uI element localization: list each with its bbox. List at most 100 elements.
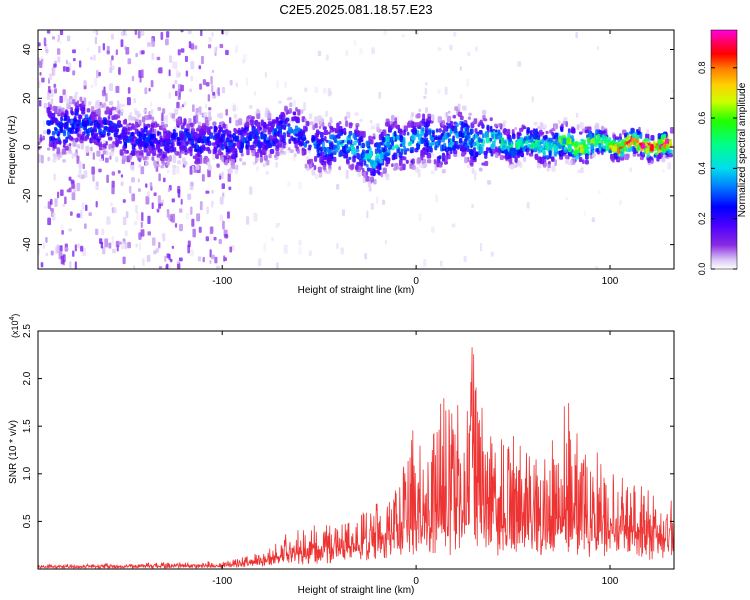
spectrogram-point <box>180 84 184 92</box>
spectrogram-point <box>461 151 466 157</box>
spectrogram-point <box>240 141 244 149</box>
spectrogram-point <box>75 127 79 134</box>
spectrogram-point <box>611 139 615 146</box>
spectrogram-point <box>399 135 404 143</box>
spectrogram-point <box>128 115 133 121</box>
spectrogram-point <box>500 137 504 145</box>
spectrogram-point <box>365 176 370 182</box>
spectrogram-point <box>303 102 306 111</box>
spectrogram-point <box>571 128 576 134</box>
spectrogram-frame <box>37 29 675 270</box>
spectrogram-point <box>59 95 63 104</box>
spectrogram-point <box>196 213 201 222</box>
snr-x-label: Height of straight line (km) <box>298 585 415 596</box>
spectrogram-point <box>370 126 375 130</box>
spectrogram-point <box>171 245 175 249</box>
spectrogram-point <box>522 156 527 162</box>
colorbar-tick-label: 0.0 <box>697 263 707 276</box>
spectrogram-point <box>279 152 283 156</box>
spectrogram-point <box>65 136 69 143</box>
spectrogram-point <box>364 253 368 260</box>
spectrogram-point <box>457 111 463 117</box>
spectrogram-point <box>172 164 177 169</box>
spectrogram-point <box>491 133 494 140</box>
spectrogram-point <box>544 134 548 139</box>
spectrogram-point <box>42 120 46 127</box>
spectrogram-point <box>381 137 385 143</box>
spectrogram-point <box>314 123 318 129</box>
spectrogram-point <box>610 154 615 162</box>
spectrogram-point <box>345 120 349 127</box>
spectrogram-point <box>449 129 453 135</box>
spectrogram-point <box>247 136 252 142</box>
spectrogram-point <box>185 70 189 77</box>
spectrogram-point <box>336 243 339 249</box>
spectrogram-point <box>378 163 382 168</box>
spectrogram-point <box>209 249 212 258</box>
spectrogram-point <box>366 210 369 219</box>
spectrogram-point <box>420 137 425 144</box>
spectrogram-point <box>43 130 47 135</box>
spectrogram-point <box>308 250 312 256</box>
spectrogram-point <box>361 151 365 159</box>
spectrogram-point <box>180 48 185 53</box>
spectrogram-point <box>471 203 474 209</box>
spectrogram-point <box>56 48 61 55</box>
spectrogram-point <box>255 122 260 127</box>
spectrogram-point <box>122 256 126 265</box>
spectrogram-point <box>507 128 511 135</box>
spectrogram-point <box>152 237 156 246</box>
spectrogram-point <box>336 133 341 139</box>
spectrogram-point <box>103 102 107 107</box>
spectrogram-point <box>180 134 184 141</box>
spectrogram-point <box>410 121 415 126</box>
spectrogram-point <box>66 35 71 42</box>
spectrogram-point <box>491 148 496 154</box>
spectrogram-point <box>485 147 489 154</box>
spectrogram-point <box>221 86 226 94</box>
spectrogram-point <box>80 143 84 150</box>
spectrogram-point <box>115 138 120 143</box>
spectrogram-point <box>578 144 583 148</box>
spectrogram-point <box>81 100 85 107</box>
spectrogram-point <box>319 132 324 138</box>
spectrogram-point <box>615 136 619 140</box>
spectrogram-point <box>567 136 571 143</box>
spectrogram-point <box>264 71 267 78</box>
spectrogram-point <box>108 219 111 225</box>
spectrogram-point <box>671 89 674 93</box>
spectrogram-point <box>79 60 82 68</box>
spectrogram-point <box>490 143 495 149</box>
spectrogram-point <box>438 128 442 133</box>
spectrogram-point <box>253 91 257 96</box>
spectrogram-point <box>396 165 400 170</box>
spectrogram-point <box>260 119 264 127</box>
spectrogram-point <box>466 78 470 88</box>
spectrogram-point <box>327 155 332 162</box>
spectrogram-point <box>430 136 435 141</box>
spectrogram-point <box>207 44 212 49</box>
spectrogram-point <box>617 139 621 143</box>
spectrogram-point <box>209 260 212 264</box>
y-tick-label: 1.5 <box>22 419 33 433</box>
spectrogram-point <box>453 31 457 37</box>
spectrogram-point <box>47 101 51 107</box>
spectrogram-point <box>538 147 542 152</box>
spectrogram-point <box>47 156 51 162</box>
spectrogram-point <box>167 187 171 193</box>
spectrogram-point <box>205 146 210 152</box>
spectrogram-point <box>604 138 609 145</box>
spectrogram-point <box>62 66 66 72</box>
spectrogram-point <box>161 232 165 239</box>
spectrogram-point <box>209 226 214 235</box>
spectrogram-point <box>359 47 363 55</box>
spectrogram-point <box>327 122 332 127</box>
spectrogram-point <box>317 166 322 173</box>
snr-multiplier: (x104) <box>9 314 20 338</box>
spectrogram-point <box>368 135 372 142</box>
colorbar-label: Normalized spectral amplitude <box>737 82 748 217</box>
spectrogram-point <box>164 123 169 128</box>
spectrogram-point <box>91 166 95 175</box>
spectrogram-point <box>47 217 52 226</box>
spectrogram-point <box>157 195 161 204</box>
